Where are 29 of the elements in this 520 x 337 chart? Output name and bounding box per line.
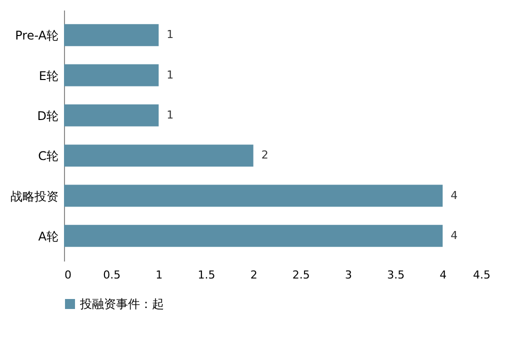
y-tick-label: E轮 [38, 68, 58, 83]
data-label: 1 [166, 28, 174, 42]
x-tick-label: 4.5 [473, 268, 490, 282]
data-label: 1 [166, 108, 174, 122]
x-tick-label: 1.5 [198, 268, 216, 282]
legend-label: 投融资事件：起 [79, 297, 164, 311]
data-label: 4 [450, 188, 458, 202]
bar [64, 24, 159, 46]
data-label: 1 [166, 68, 174, 82]
x-tick-label: 2.5 [292, 268, 310, 282]
bar [64, 224, 443, 247]
bar [64, 104, 159, 126]
data-label: 4 [450, 228, 458, 242]
x-tick-label: 3.5 [387, 268, 405, 282]
bar [64, 184, 443, 207]
x-tick-label: 2 [250, 268, 258, 282]
bar [64, 64, 159, 86]
y-tick-label: C轮 [38, 149, 58, 164]
x-tick-label: 0 [64, 268, 72, 282]
y-tick-label: Pre-A轮 [15, 28, 58, 43]
x-tick-label: 1 [156, 268, 163, 282]
bar [64, 144, 254, 167]
y-tick-label: A轮 [38, 229, 58, 244]
y-tick-label: 战略投资 [10, 189, 58, 204]
x-tick-label: 3 [345, 268, 352, 282]
x-tick-label: 4 [440, 268, 447, 282]
x-tick-label: 0.5 [103, 268, 121, 282]
data-label: 2 [261, 148, 268, 162]
y-tick-label: D轮 [37, 108, 58, 123]
